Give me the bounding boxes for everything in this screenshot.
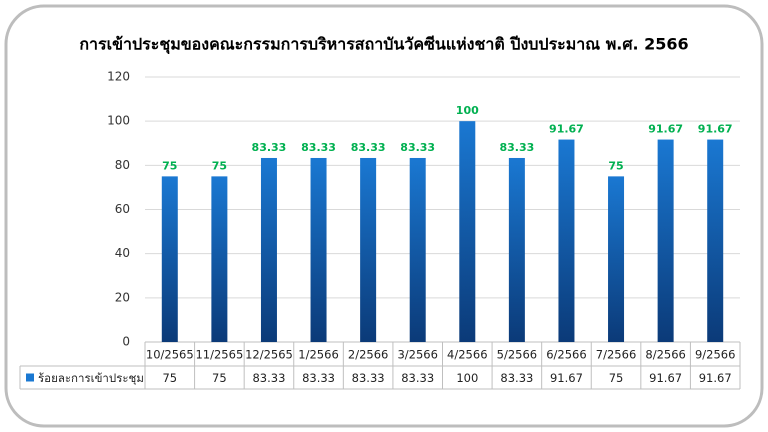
x-tick-label: 7/2566 [596, 348, 636, 362]
y-tick-label: 120 [107, 70, 130, 84]
y-tick-label: 40 [115, 246, 130, 260]
x-tick-label: 3/2566 [397, 348, 437, 362]
bar [558, 139, 575, 342]
value-label: 91.67 [549, 123, 584, 136]
value-label: 83.33 [351, 141, 386, 154]
x-tick-label: 6/2566 [546, 348, 586, 362]
bar [310, 157, 327, 342]
x-tick-label: 10/2565 [146, 348, 194, 362]
x-tick-label: 8/2566 [645, 348, 685, 362]
bar [508, 157, 525, 342]
bar [608, 176, 625, 342]
table-value: 75 [162, 371, 177, 385]
legend-label: ร้อยละการเข้าประชุม [38, 371, 144, 385]
bar [360, 157, 377, 342]
bar [459, 121, 476, 343]
value-label: 91.67 [698, 123, 733, 136]
y-tick-label: 20 [115, 290, 130, 304]
y-tick-label: 0 [122, 335, 130, 349]
table-value: 91.67 [649, 371, 682, 385]
value-label: 75 [162, 159, 177, 172]
table-value: 91.67 [699, 371, 732, 385]
bar [211, 176, 228, 342]
value-label: 83.33 [499, 141, 534, 154]
x-tick-label: 2/2566 [348, 348, 388, 362]
table-value: 83.33 [252, 371, 285, 385]
value-label: 83.33 [301, 141, 336, 154]
value-label: 83.33 [400, 141, 435, 154]
bar [161, 176, 178, 342]
bar [657, 139, 674, 342]
chart-title: การเข้าประชุมของคณะกรรมการบริหารสถาบันวั… [79, 35, 688, 55]
legend-swatch [26, 373, 34, 382]
x-tick-label: 1/2566 [298, 348, 338, 362]
value-label: 75 [212, 159, 227, 172]
y-tick-label: 100 [107, 114, 130, 128]
y-tick-label: 80 [115, 158, 130, 172]
table-value: 83.33 [401, 371, 434, 385]
value-label: 100 [456, 104, 479, 117]
value-label: 75 [608, 159, 623, 172]
y-tick-label: 60 [115, 202, 130, 216]
bar [707, 139, 724, 342]
table-value: 91.67 [550, 371, 583, 385]
table-value: 83.33 [302, 371, 335, 385]
x-tick-label: 4/2566 [447, 348, 487, 362]
bar [260, 157, 277, 342]
x-tick-label: 9/2566 [695, 348, 735, 362]
x-tick-label: 11/2565 [195, 348, 243, 362]
table-value: 83.33 [352, 371, 385, 385]
x-tick-label: 5/2566 [497, 348, 537, 362]
x-tick-label: 12/2565 [245, 348, 293, 362]
value-label: 91.67 [648, 123, 683, 136]
table-value: 83.33 [500, 371, 533, 385]
value-label: 83.33 [252, 141, 287, 154]
table-value: 100 [456, 371, 478, 385]
table-value: 75 [609, 371, 624, 385]
table-value: 75 [212, 371, 227, 385]
bar [409, 157, 426, 342]
